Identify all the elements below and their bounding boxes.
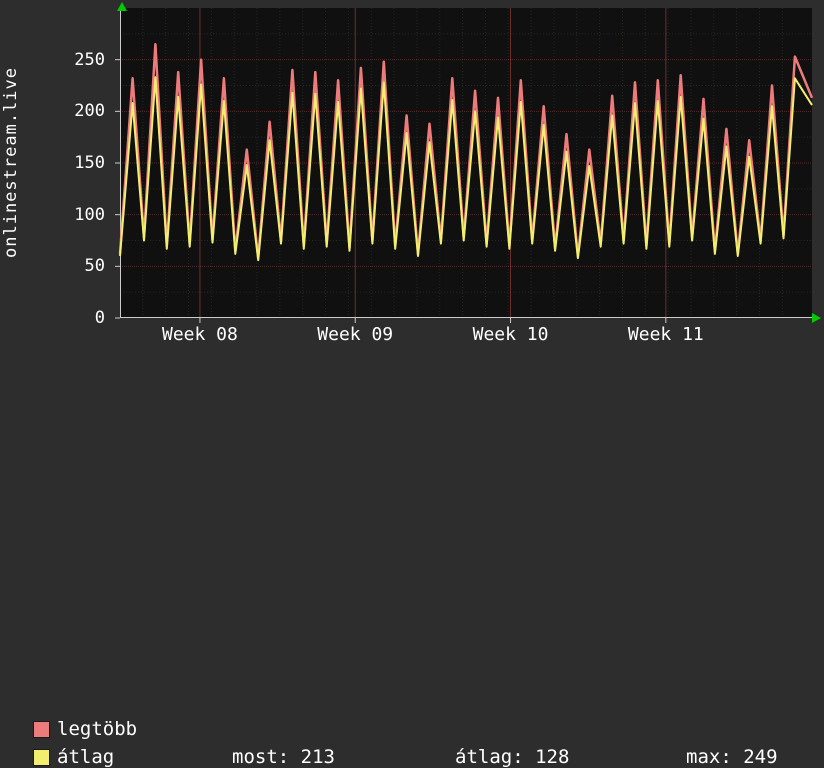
plot-area <box>115 8 814 323</box>
axis-up-arrow-icon <box>117 2 127 11</box>
y-axis-labels: 0 50 100 150 200 250 <box>0 0 113 330</box>
y-tick-label: 200 <box>74 101 105 122</box>
y-tick-label: 250 <box>74 49 105 70</box>
series-legtobb <box>118 42 814 260</box>
plot-svg <box>115 8 814 323</box>
x-tick-label: Week 11 <box>627 324 704 345</box>
x-tick-label: Week 10 <box>472 324 549 345</box>
y-tick-label: 100 <box>74 204 105 225</box>
stat-max: max: 249 <box>686 746 778 768</box>
legend-swatch-legtobb <box>33 721 50 738</box>
stat-most: most: 213 <box>232 746 335 768</box>
axis-right-arrow-icon <box>812 313 821 323</box>
y-tick-label: 0 <box>94 308 105 328</box>
y-tick-label: 50 <box>84 256 105 277</box>
x-axis-labels: Week 08 Week 09 Week 10 Week 11 <box>120 324 812 348</box>
y-tick-label: 150 <box>74 153 105 173</box>
stat-atlag: átlag: 128 <box>455 746 570 768</box>
legend-swatch-atlag <box>33 749 50 766</box>
legend: legtöbb átlag most: 213 átlag: 128 max: … <box>0 355 824 768</box>
legend-label-legtobb: legtöbb <box>57 718 138 740</box>
x-tick-label: Week 08 <box>161 324 238 345</box>
series-atlag <box>119 76 813 262</box>
x-tick-label: Week 09 <box>317 324 394 345</box>
legend-label-atlag: átlag <box>57 746 115 768</box>
